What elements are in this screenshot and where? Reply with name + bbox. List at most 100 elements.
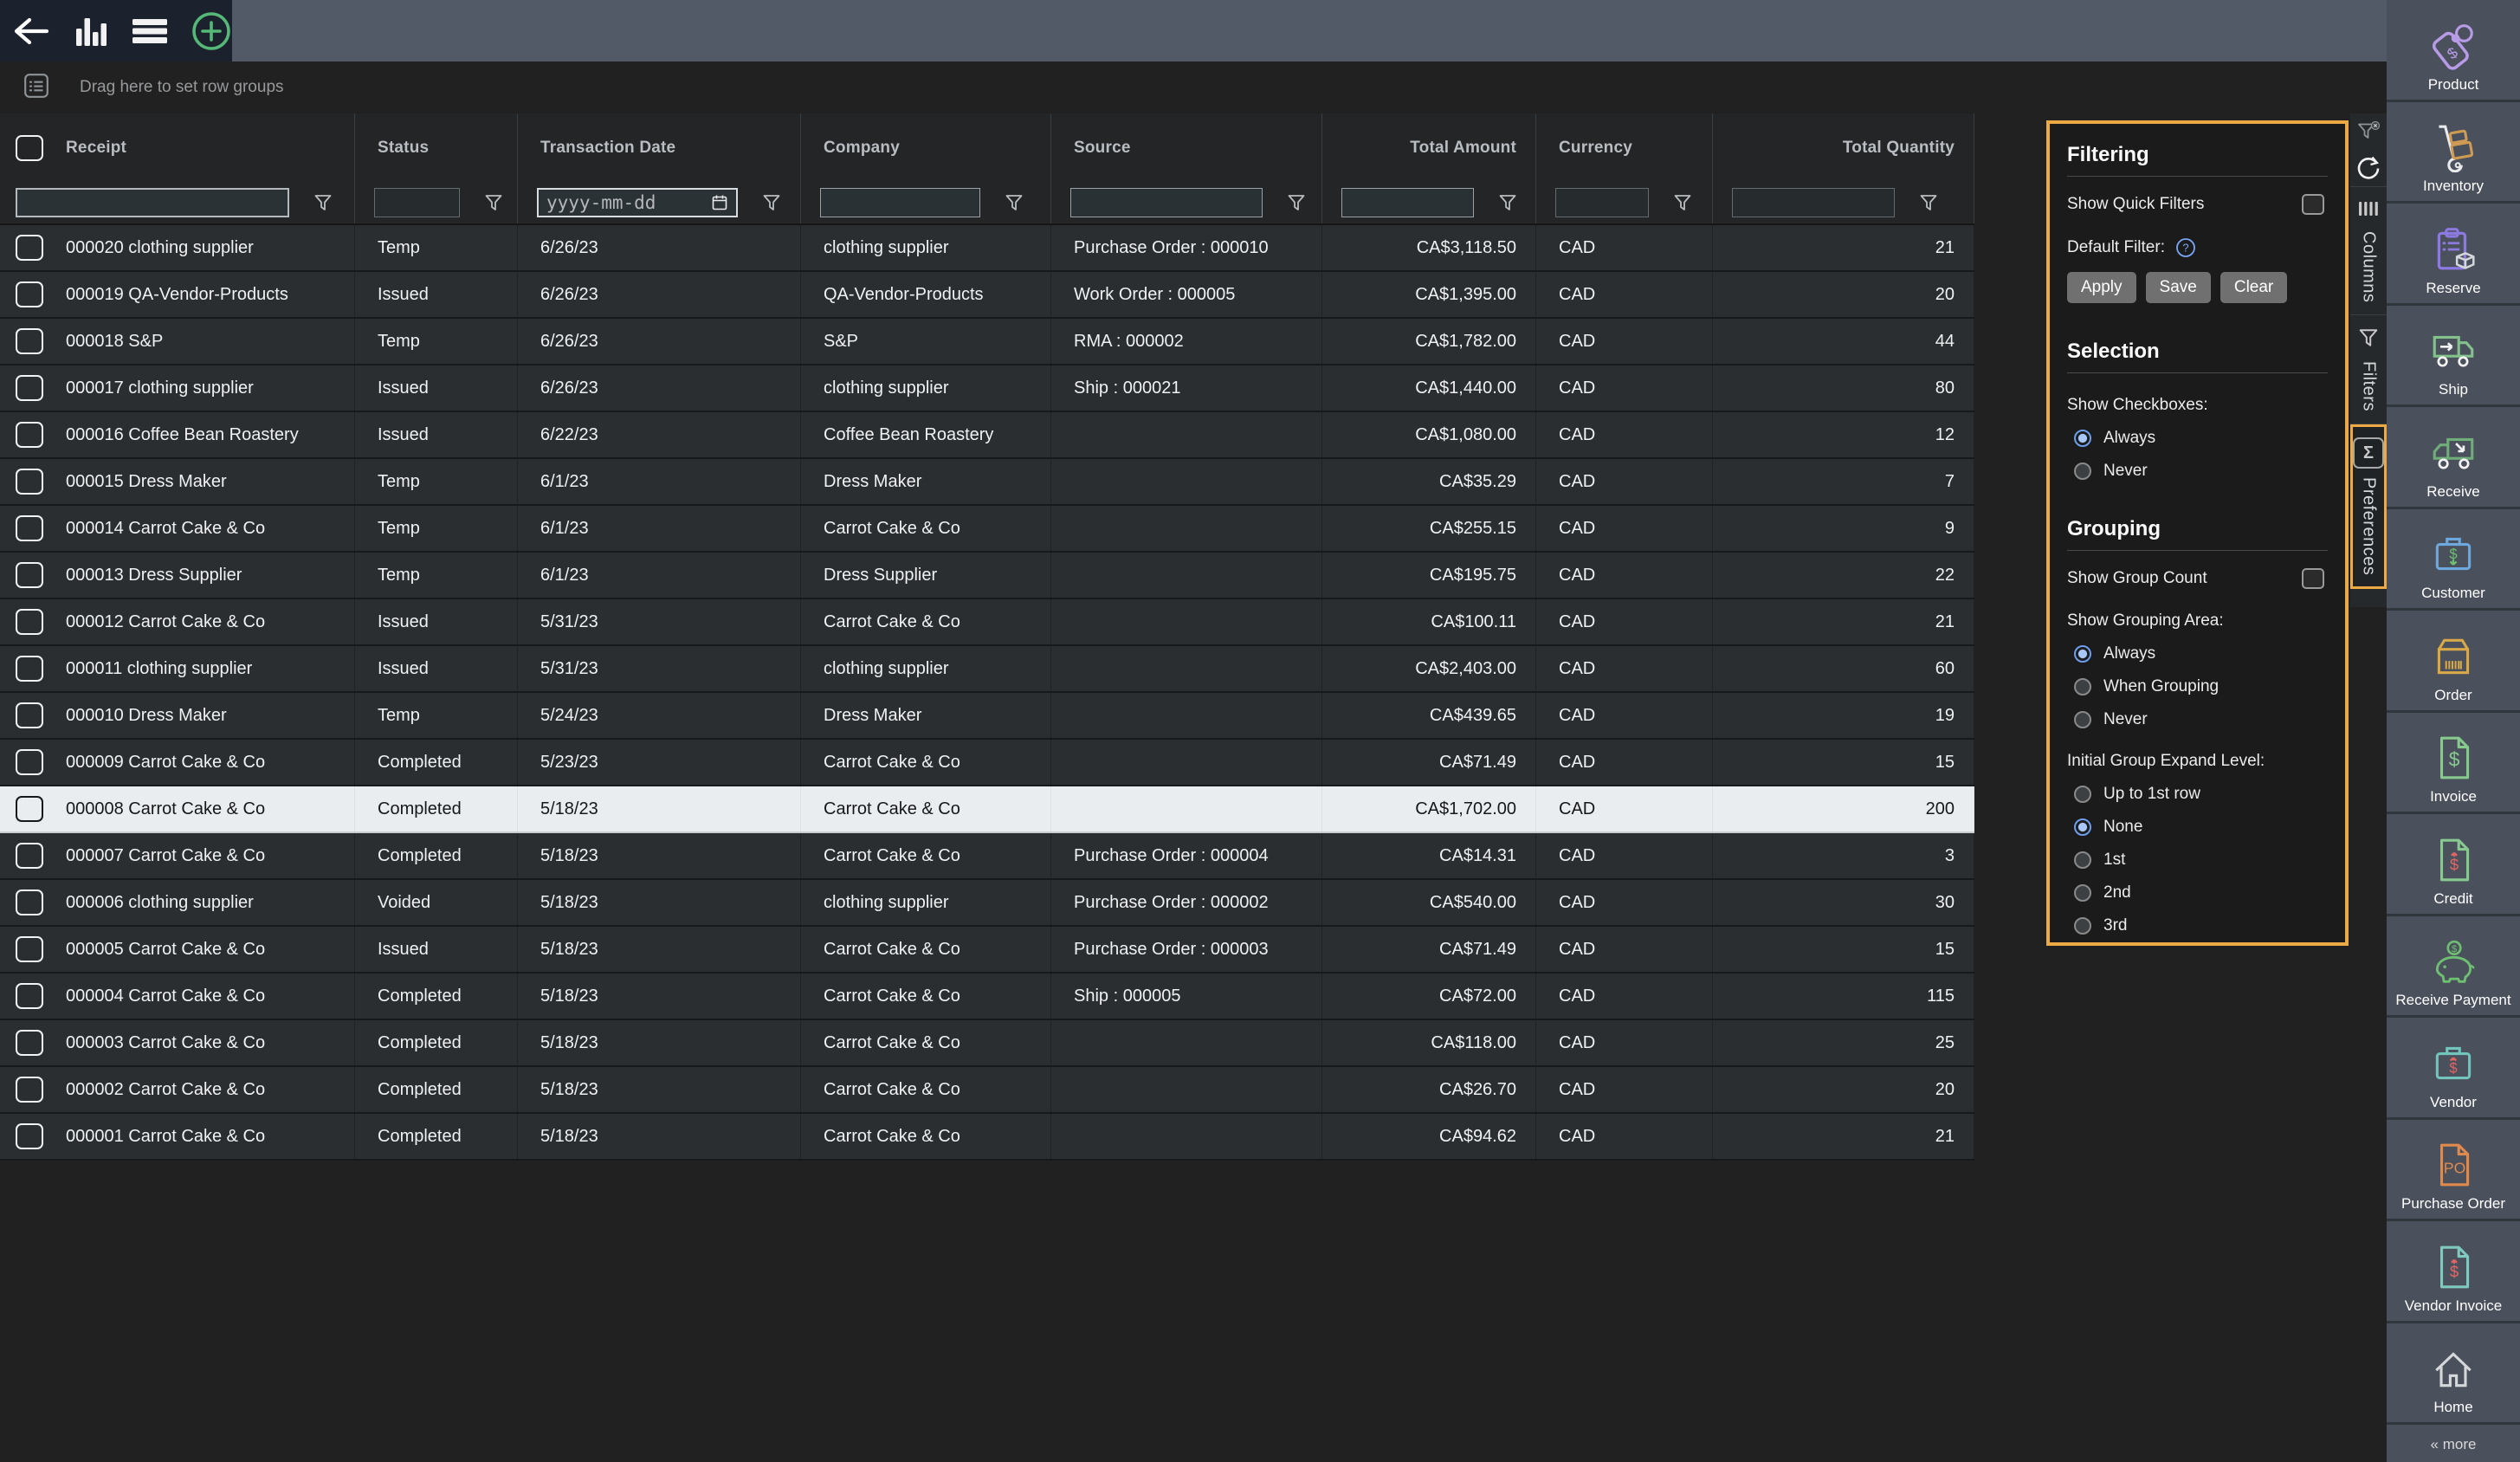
- back-arrow-icon[interactable]: [12, 7, 50, 55]
- column-header-status[interactable]: Status: [355, 113, 518, 182]
- row-checkbox[interactable]: [16, 936, 43, 962]
- radio-selected[interactable]: [2074, 818, 2091, 836]
- tab-preferences[interactable]: Σ Preferences: [2350, 424, 2387, 589]
- row-checkbox[interactable]: [16, 422, 43, 448]
- sidebar-item-order[interactable]: Order: [2387, 611, 2520, 710]
- table-row[interactable]: 000010 Dress Maker Temp 5/24/23 Dress Maker…: [0, 693, 1974, 740]
- filter-funnel-icon[interactable]: [313, 193, 333, 212]
- sidebar-item-receive[interactable]: Receive: [2387, 407, 2520, 507]
- radio-option-none[interactable]: None: [2074, 818, 2329, 837]
- radio-option-2nd[interactable]: 2nd: [2074, 883, 2329, 902]
- table-row[interactable]: 000019 QA-Vendor-Products Issued 6/26/23 QA…: [0, 272, 1974, 319]
- clear-filter-icon[interactable]: [2350, 113, 2387, 150]
- save-button[interactable]: Save: [2145, 272, 2211, 303]
- table-row[interactable]: 000015 Dress Maker Temp 6/1/23 Dress Maker C…: [0, 459, 1974, 506]
- radio-option-never[interactable]: Never: [2074, 710, 2329, 729]
- group-count-checkbox[interactable]: [2302, 568, 2324, 589]
- radio-unselected[interactable]: [2074, 678, 2091, 695]
- sidebar-item-product[interactable]: $ Product: [2387, 0, 2520, 100]
- row-checkbox[interactable]: [16, 469, 43, 495]
- table-row[interactable]: 000020 clothing supplier Temp 6/26/23 cloth…: [0, 225, 1974, 272]
- row-checkbox[interactable]: [16, 515, 43, 541]
- column-header-receipt[interactable]: Receipt: [0, 113, 355, 182]
- sidebar-item-home[interactable]: Home: [2387, 1323, 2520, 1422]
- sidebar-item-credit[interactable]: $ Credit: [2387, 814, 2520, 914]
- sidebar-item-receive-payment[interactable]: $ Receive Payment: [2387, 915, 2520, 1015]
- row-checkbox[interactable]: [16, 281, 43, 307]
- row-checkbox[interactable]: [16, 843, 43, 869]
- column-header-amount[interactable]: Total Amount: [1322, 113, 1536, 182]
- row-checkbox[interactable]: [16, 328, 43, 354]
- row-checkbox[interactable]: [16, 1030, 43, 1056]
- row-checkbox[interactable]: [16, 749, 43, 775]
- filter-funnel-icon[interactable]: [484, 193, 503, 212]
- table-row[interactable]: 000013 Dress Supplier Temp 6/1/23 Dress Sup…: [0, 553, 1974, 599]
- row-checkbox[interactable]: [16, 375, 43, 401]
- table-row[interactable]: 000006 clothing supplier Voided 5/18/23 clo…: [0, 880, 1974, 927]
- row-group-drop-zone[interactable]: Drag here to set row groups: [0, 61, 2387, 113]
- radio-option-when-grouping[interactable]: When Grouping: [2074, 677, 2329, 696]
- sidebar-item-invoice[interactable]: $ Invoice: [2387, 712, 2520, 812]
- sidebar-item-customer[interactable]: $ Customer: [2387, 508, 2520, 608]
- row-checkbox[interactable]: [16, 796, 43, 822]
- radio-option-1st[interactable]: 1st: [2074, 851, 2329, 870]
- radio-unselected[interactable]: [2074, 884, 2091, 902]
- row-checkbox[interactable]: [16, 656, 43, 682]
- radio-option-never[interactable]: Never: [2074, 462, 2329, 481]
- column-header-company[interactable]: Company: [801, 113, 1051, 182]
- column-header-date[interactable]: Transaction Date: [518, 113, 801, 182]
- column-header-source[interactable]: Source: [1051, 113, 1322, 182]
- table-row[interactable]: 000001 Carrot Cake & Co Completed 5/18/23 C…: [0, 1114, 1974, 1161]
- sidebar-item-reserve[interactable]: Reserve: [2387, 204, 2520, 303]
- table-row[interactable]: 000007 Carrot Cake & Co Completed 5/18/23 C…: [0, 833, 1974, 880]
- status-filter-input[interactable]: [374, 188, 460, 217]
- row-checkbox[interactable]: [16, 702, 43, 728]
- column-header-qty[interactable]: Total Quantity: [1713, 113, 1974, 182]
- currency-filter-input[interactable]: [1555, 188, 1649, 217]
- radio-option-up-to-1st-row[interactable]: Up to 1st row: [2074, 785, 2329, 804]
- company-filter-input[interactable]: [820, 188, 980, 217]
- row-checkbox[interactable]: [16, 609, 43, 635]
- add-circle-icon[interactable]: [191, 7, 232, 55]
- radio-selected[interactable]: [2074, 430, 2091, 447]
- receipt-filter-input[interactable]: [16, 188, 289, 217]
- table-row[interactable]: 000005 Carrot Cake & Co Issued 5/18/23 Carr…: [0, 927, 1974, 974]
- sidebar-more-button[interactable]: « more: [2387, 1425, 2520, 1462]
- apply-button[interactable]: Apply: [2067, 272, 2136, 303]
- refresh-icon[interactable]: [2350, 150, 2387, 186]
- radio-unselected[interactable]: [2074, 851, 2091, 869]
- row-checkbox[interactable]: [16, 1077, 43, 1103]
- row-checkbox[interactable]: [16, 562, 43, 588]
- qty-filter-input[interactable]: [1732, 188, 1895, 217]
- table-row[interactable]: 000017 clothing supplier Issued 6/26/23 clo…: [0, 366, 1974, 412]
- question-circle-icon[interactable]: ?: [2175, 237, 2196, 258]
- row-checkbox[interactable]: [16, 983, 43, 1009]
- row-checkbox[interactable]: [16, 1123, 43, 1149]
- source-filter-input[interactable]: [1070, 188, 1263, 217]
- sidebar-item-ship[interactable]: Ship: [2387, 305, 2520, 404]
- sidebar-item-vendor[interactable]: $ Vendor: [2387, 1018, 2520, 1117]
- radio-option-3rd[interactable]: 3rd: [2074, 916, 2329, 935]
- radio-option-always[interactable]: Always: [2074, 429, 2329, 448]
- amount-filter-input[interactable]: [1341, 188, 1474, 217]
- table-row[interactable]: 000012 Carrot Cake & Co Issued 5/31/23 Carr…: [0, 599, 1974, 646]
- filter-funnel-icon[interactable]: [762, 193, 781, 212]
- table-row[interactable]: 000018 S&P Temp 6/26/23 S&P RMA : 000002 CA$1…: [0, 319, 1974, 366]
- table-row[interactable]: 000011 clothing supplier Issued 5/31/23 clo…: [0, 646, 1974, 693]
- table-row[interactable]: 000016 Coffee Bean Roastery Issued 6/22/23…: [0, 412, 1974, 459]
- list-icon[interactable]: [132, 7, 168, 55]
- radio-unselected[interactable]: [2074, 786, 2091, 803]
- sidebar-item-inventory[interactable]: Inventory: [2387, 101, 2520, 201]
- table-row[interactable]: 000002 Carrot Cake & Co Completed 5/18/23 C…: [0, 1067, 1974, 1114]
- table-row[interactable]: 000004 Carrot Cake & Co Completed 5/18/23 C…: [0, 974, 1974, 1020]
- clear-button[interactable]: Clear: [2220, 272, 2288, 303]
- table-row[interactable]: 000014 Carrot Cake & Co Temp 6/1/23 Carrot …: [0, 506, 1974, 553]
- filter-funnel-icon[interactable]: [1498, 193, 1517, 212]
- table-row[interactable]: 000008 Carrot Cake & Co Completed 5/18/23 C…: [0, 786, 1974, 833]
- row-checkbox[interactable]: [16, 235, 43, 261]
- radio-unselected[interactable]: [2074, 917, 2091, 935]
- filter-funnel-icon[interactable]: [1005, 193, 1024, 212]
- select-all-checkbox[interactable]: [16, 134, 43, 161]
- filter-funnel-icon[interactable]: [1919, 193, 1938, 212]
- filter-funnel-icon[interactable]: [1673, 193, 1692, 212]
